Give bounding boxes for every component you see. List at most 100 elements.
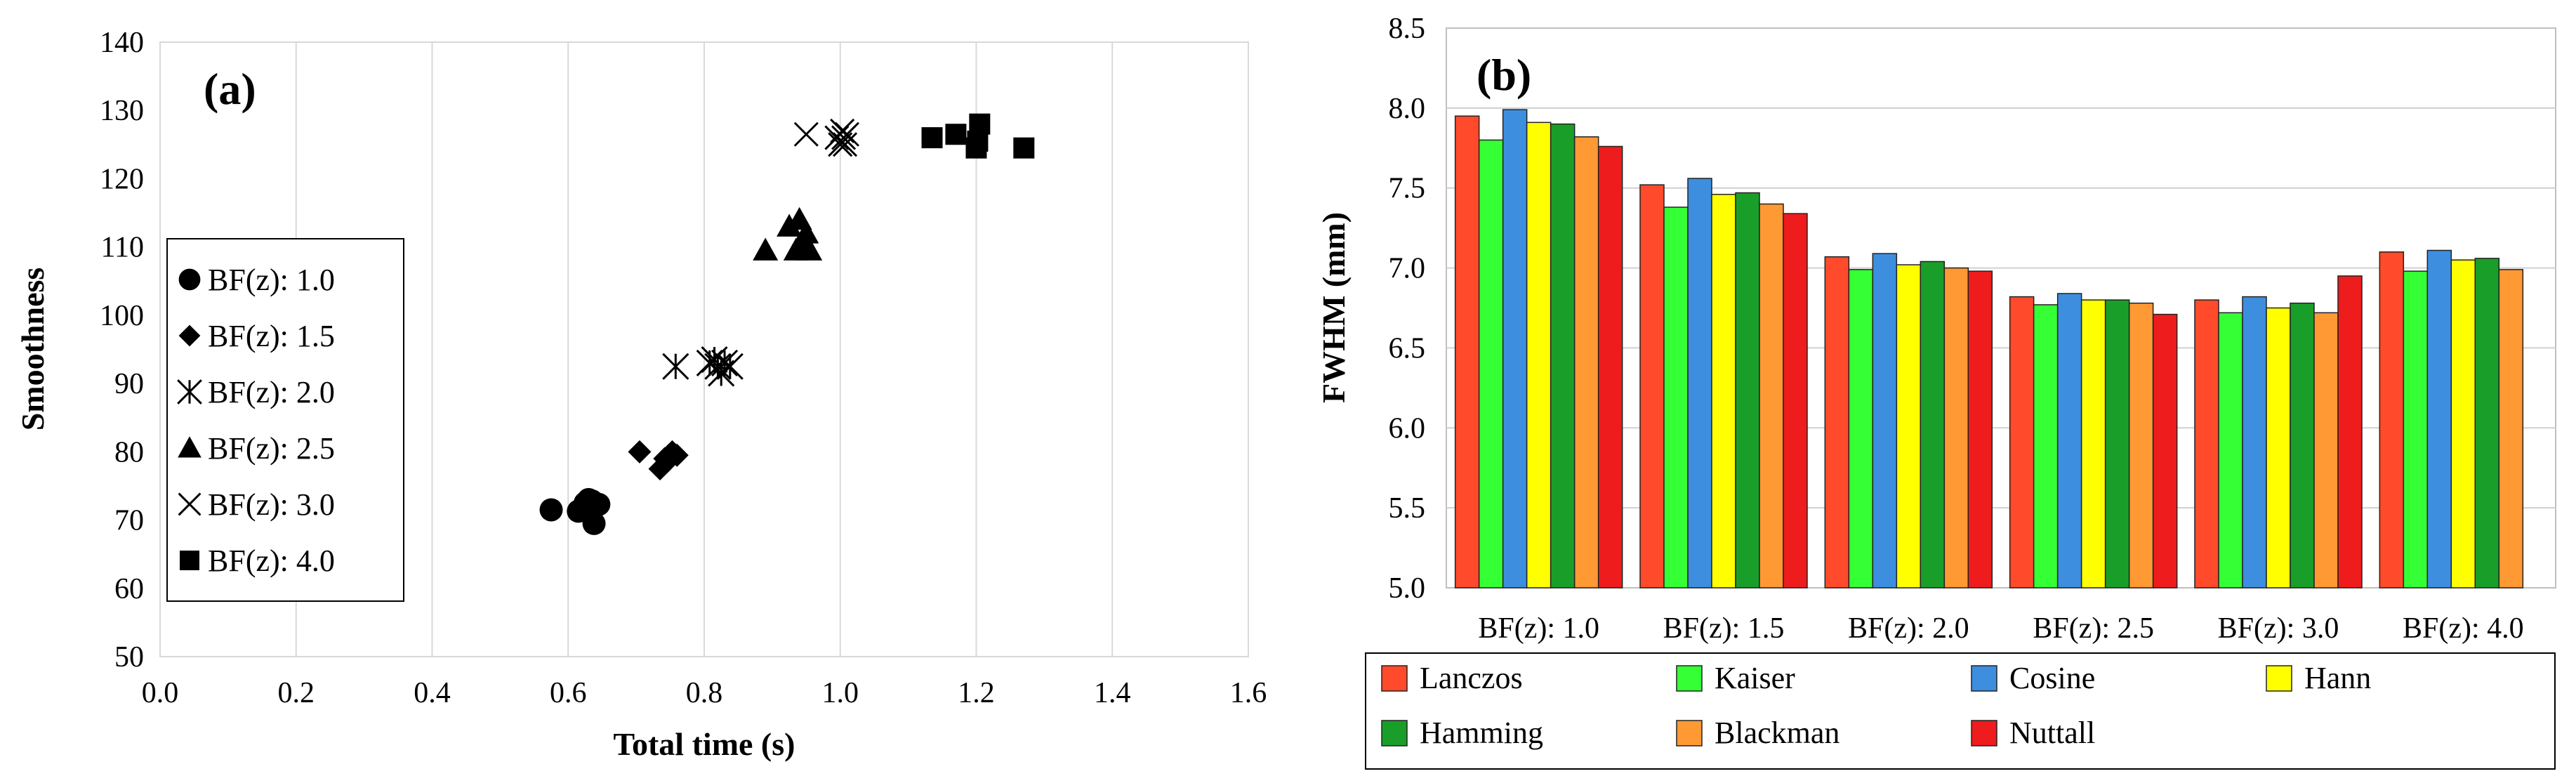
- scatter-point-shape: [587, 492, 611, 516]
- scatter-legend-marker: [177, 379, 202, 405]
- scatter-y-tick-label: 100: [100, 300, 144, 332]
- scatter-point: [777, 213, 802, 237]
- scatter-legend-marker-shape: [178, 268, 201, 291]
- scatter-legend-label: BF(z): 2.5: [208, 431, 335, 466]
- bar: [1663, 206, 1689, 588]
- bar-legend-label: Lanczos: [1420, 661, 1523, 695]
- panel-a-label: (a): [204, 64, 256, 114]
- bar-legend-swatch: [1971, 720, 1997, 747]
- scatter-points: [539, 113, 1035, 535]
- bar-legend-box: [1365, 652, 2556, 770]
- bar: [1711, 194, 1736, 588]
- bar: [2498, 269, 2524, 588]
- scatter-point: [834, 121, 860, 147]
- bar: [2403, 270, 2429, 588]
- bar: [2474, 258, 2500, 588]
- bar-y-axis-label: FWHM (mm): [1316, 212, 1352, 403]
- scatter-point-shape: [797, 237, 823, 261]
- scatter-y-tick-label: 60: [114, 573, 144, 605]
- bar-category-labels: BF(z): 1.0 BF(z): 1.5 BF(z): 2.0 BF(z): 2.5…: [1478, 612, 2523, 645]
- scatter-point: [704, 353, 732, 380]
- scatter-y-tick-label: 50: [114, 641, 144, 673]
- scatter-x-tick-label: 0.6: [550, 677, 587, 709]
- scatter-y-tick-label: 70: [114, 505, 144, 537]
- scatter-legend-label: BF(z): 4.0: [208, 544, 335, 578]
- scatter-x-axis-label: Total time (s): [614, 726, 795, 762]
- scatter-point-shape: [704, 353, 732, 380]
- bar: [1454, 115, 1480, 588]
- scatter-point: [793, 221, 819, 244]
- bar: [2290, 302, 2315, 588]
- bar: [1759, 203, 1784, 588]
- scatter-legend-marker-shape: [178, 324, 201, 347]
- bar: [1639, 184, 1665, 588]
- bar: [1687, 178, 1712, 588]
- bar-legend: Lanczos Kaiser Cosine Hann Hamming Blackman Nu…: [1365, 652, 2556, 770]
- bar: [1783, 213, 1808, 588]
- bar-y-tick-labels: 5.0 5.5 6.0 6.5 7.0 7.5 8.0 8.5: [1389, 13, 1426, 605]
- bar: [1735, 192, 1760, 588]
- bar-category-label: BF(z): 2.0: [1848, 612, 1969, 645]
- scatter-point: [628, 440, 652, 463]
- scatter-legend-marker: [178, 268, 201, 291]
- scatter-point-shape: [582, 511, 606, 535]
- bar: [2080, 299, 2106, 588]
- bar-legend-swatch: [2266, 665, 2292, 692]
- bar-y-tick-label: 5.5: [1389, 492, 1426, 525]
- bar: [2056, 293, 2082, 588]
- bar: [2128, 302, 2154, 588]
- scatter-point-shape: [793, 121, 819, 147]
- scatter-x-tick-label: 0.4: [414, 677, 451, 709]
- bar-legend-swatch: [1971, 665, 1997, 692]
- bar: [1597, 145, 1623, 588]
- bar: [2152, 313, 2178, 588]
- bar: [1502, 109, 1528, 588]
- bar: [2218, 312, 2243, 588]
- scatter-point: [793, 121, 819, 147]
- bar-y-tick-label: 7.5: [1389, 173, 1426, 205]
- scatter-point: [655, 450, 679, 474]
- scatter-legend-marker: [178, 492, 202, 516]
- scatter-x-tick-label: 0.2: [278, 677, 315, 709]
- scatter-point-shape: [777, 213, 802, 237]
- scatter-x-tick-labels: 0.0 0.2 0.4 0.6 0.8 1.0 1.2 1.4 1.6: [142, 677, 1267, 709]
- bar: [2104, 299, 2130, 588]
- scatter-legend-marker-shape: [178, 492, 202, 516]
- scatter-point-shape: [921, 127, 943, 149]
- scatter-point-shape: [793, 221, 819, 244]
- panel-b-label: (b): [1477, 50, 1531, 100]
- scatter-point-shape: [662, 353, 689, 380]
- scatter-point: [921, 127, 943, 149]
- scatter-legend-marker-shape: [177, 379, 202, 405]
- scatter-point: [716, 353, 744, 380]
- bar-legend-label: Cosine: [2009, 661, 2095, 695]
- scatter-point-shape: [701, 346, 728, 374]
- scatter-legend-marker-shape: [178, 436, 202, 458]
- bar: [2009, 296, 2035, 588]
- bar-y-tick-label: 8.5: [1389, 13, 1426, 45]
- scatter-y-tick-label: 120: [100, 163, 144, 195]
- bar-gridlines: [1446, 107, 2556, 509]
- bar: [2266, 307, 2291, 588]
- scatter-legend-marker: [180, 551, 199, 570]
- bar-category-label: BF(z): 2.5: [2033, 612, 2154, 645]
- scatter-y-tick-label: 80: [114, 436, 144, 468]
- scatter-x-tick-label: 0.8: [686, 677, 723, 709]
- bar-category-label: BF(z): 1.5: [1663, 612, 1785, 645]
- bar-category-label: BF(z): 4.0: [2403, 612, 2524, 645]
- bar: [1550, 123, 1576, 588]
- bar-legend-swatch: [1381, 665, 1408, 692]
- scatter-point-shape: [539, 498, 563, 522]
- bar: [1943, 267, 1969, 588]
- bar-legend-label: Blackman: [1715, 716, 1839, 750]
- scatter-point: [662, 353, 689, 380]
- scatter-point-shape: [753, 237, 779, 261]
- scatter-point-shape: [834, 121, 860, 147]
- bars: [1454, 109, 2524, 588]
- bar-chart-panel-b: 5.05.56.06.57.07.58.08.5 BF(z): 1.0 BF(z)…: [1316, 13, 2556, 770]
- bar-category-label: BF(z): 3.0: [2218, 612, 2339, 645]
- scatter-legend-label: BF(z): 1.0: [208, 263, 335, 297]
- scatter-point-shape: [1013, 137, 1035, 159]
- scatter-point: [945, 124, 967, 145]
